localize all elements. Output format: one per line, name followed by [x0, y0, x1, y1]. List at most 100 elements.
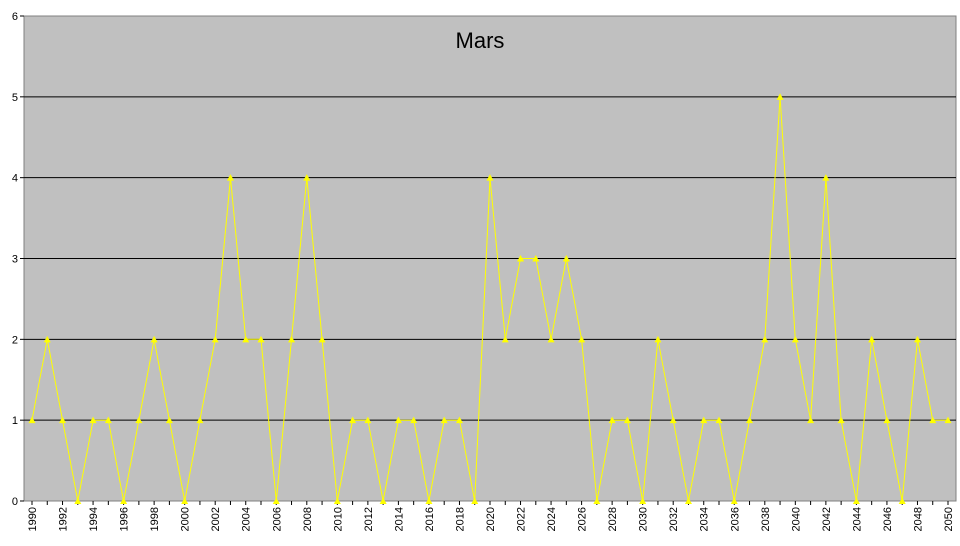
y-tick-label: 1: [12, 415, 18, 427]
data-point: [211, 335, 219, 343]
x-tick-label: 2040: [790, 507, 802, 531]
data-point: [791, 335, 799, 343]
data-point: [746, 416, 754, 424]
data-point: [776, 93, 784, 100]
x-tick-label: 2018: [454, 507, 466, 531]
data-point: [501, 335, 509, 343]
data-point: [837, 416, 845, 424]
x-axis-ticks: 1990 1992 1994 1996 1998 2000 2002 2004 2006 2008…: [27, 501, 955, 531]
data-point: [562, 255, 570, 262]
data-point: [700, 416, 708, 424]
x-tick-label: 2010: [332, 507, 344, 531]
data-point: [898, 497, 906, 504]
data-point: [807, 416, 815, 424]
chart-title: Mars: [456, 28, 505, 53]
x-tick-label: 2044: [851, 507, 863, 531]
x-tick-label: 2026: [577, 507, 589, 531]
x-tick-label: 2020: [485, 507, 497, 531]
data-point: [761, 335, 769, 343]
data-point: [242, 335, 250, 343]
data-point: [333, 497, 341, 504]
data-point: [913, 335, 921, 343]
x-tick-label: 2016: [424, 507, 436, 531]
data-point: [929, 416, 937, 424]
data-point: [89, 416, 97, 424]
data-point: [349, 416, 357, 424]
x-tick-label: 2006: [271, 507, 283, 531]
data-point: [257, 335, 265, 343]
y-tick-label: 3: [12, 254, 18, 266]
data-point: [623, 416, 631, 424]
gridlines: [24, 96, 956, 421]
data-point: [669, 416, 677, 424]
data-point: [303, 174, 311, 181]
data-point: [868, 335, 876, 343]
x-tick-label: 2046: [882, 507, 894, 531]
x-tick-label: 1990: [27, 507, 39, 531]
x-tick-label: 2030: [638, 507, 650, 531]
data-point: [410, 416, 418, 424]
y-axis-ticks: 0 1 2 3 4 5 6: [12, 11, 24, 508]
data-point: [532, 255, 540, 262]
data-point: [28, 416, 36, 424]
y-tick-label: 5: [12, 92, 18, 104]
data-point: [455, 416, 463, 424]
data-point: [272, 497, 280, 504]
data-point: [394, 416, 402, 424]
data-point: [486, 174, 494, 181]
data-point: [120, 497, 128, 504]
data-point: [379, 497, 387, 504]
data-point: [425, 497, 433, 504]
x-tick-label: 2038: [760, 507, 772, 531]
x-tick-label: 2014: [393, 507, 405, 531]
data-point: [181, 497, 189, 504]
data-point: [74, 497, 82, 504]
data-point: [150, 335, 158, 343]
x-tick-label: 2022: [516, 507, 528, 531]
data-point: [852, 497, 860, 504]
data-point: [639, 497, 647, 504]
data-point: [196, 416, 204, 424]
data-point: [608, 416, 616, 424]
x-tick-label: 2000: [180, 507, 192, 531]
data-point: [471, 497, 479, 504]
data-point: [883, 416, 891, 424]
data-point: [59, 416, 67, 424]
y-tick-label: 4: [12, 173, 18, 185]
data-point: [165, 416, 173, 424]
data-point: [578, 335, 586, 343]
data-point: [288, 335, 296, 343]
x-tick-label: 1996: [119, 507, 131, 531]
data-point: [135, 416, 143, 424]
x-tick-label: 2004: [241, 507, 253, 531]
x-tick-label: 2012: [363, 507, 375, 531]
data-point: [730, 497, 738, 504]
x-tick-label: 2024: [546, 507, 558, 531]
data-point: [593, 497, 601, 504]
data-point: [715, 416, 723, 424]
data-point: [364, 416, 372, 424]
x-tick-label: 2028: [607, 507, 619, 531]
x-tick-label: 2042: [821, 507, 833, 531]
data-points: [28, 93, 952, 504]
data-point: [944, 416, 952, 424]
x-tick-label: 2002: [210, 507, 222, 531]
x-tick-label: 2036: [729, 507, 741, 531]
x-tick-label: 1994: [88, 507, 100, 531]
x-tick-label: 2048: [912, 507, 924, 531]
y-tick-label: 2: [12, 334, 18, 346]
y-tick-label: 0: [12, 496, 18, 508]
data-point: [654, 335, 662, 343]
data-point: [226, 174, 234, 181]
data-point: [517, 255, 525, 262]
x-tick-label: 1998: [149, 507, 161, 531]
x-tick-label: 1992: [58, 507, 70, 531]
x-tick-label: 2032: [668, 507, 680, 531]
data-point: [822, 174, 830, 181]
x-tick-label: 2034: [699, 507, 711, 531]
data-point: [684, 497, 692, 504]
data-point: [104, 416, 112, 424]
y-tick-label: 6: [12, 11, 18, 23]
x-tick-label: 2008: [302, 507, 314, 531]
